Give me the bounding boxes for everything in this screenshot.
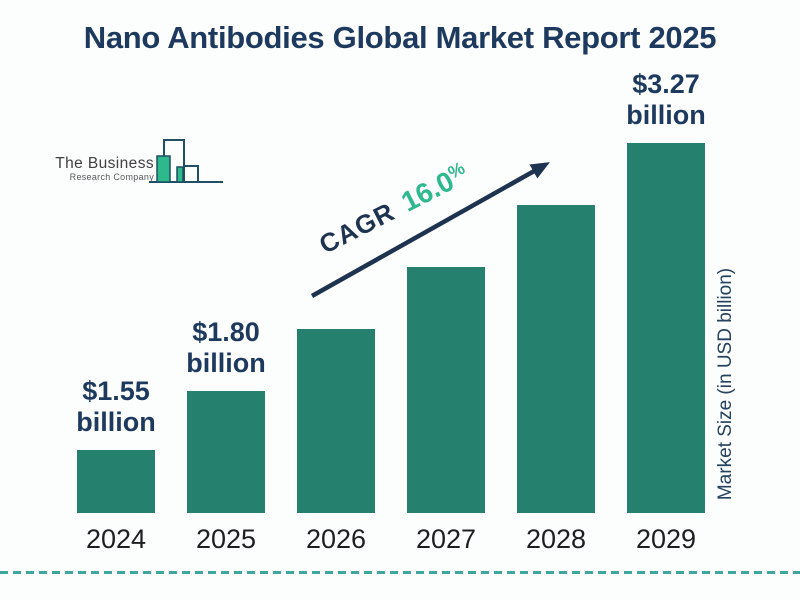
value-amount: $3.27 bbox=[632, 69, 700, 99]
bottom-dashed-line bbox=[0, 571, 800, 574]
year-label-2024: 2024 bbox=[85, 524, 147, 554]
year-label-2028: 2028 bbox=[525, 524, 587, 554]
value-amount: $1.55 bbox=[82, 376, 150, 406]
year-label-2026: 2026 bbox=[305, 524, 367, 554]
year-label-2027: 2027 bbox=[415, 524, 477, 554]
value-label-2024: $1.55 billion bbox=[56, 376, 176, 438]
y-axis-label: Market Size (in USD billion) bbox=[715, 267, 736, 501]
value-unit: billion bbox=[186, 348, 266, 378]
logo-name: The Business bbox=[55, 155, 154, 172]
cagr-annotation: CAGR16.0% bbox=[311, 152, 472, 260]
bar-2029 bbox=[627, 143, 705, 513]
year-label-2025: 2025 bbox=[195, 524, 257, 554]
bar-2026 bbox=[297, 329, 375, 513]
value-label-2029: $3.27 billion bbox=[606, 69, 726, 131]
bar-2028 bbox=[517, 205, 595, 513]
bar-2025 bbox=[187, 391, 265, 513]
value-unit: billion bbox=[626, 100, 706, 130]
company-logo: The Business Research Company bbox=[44, 130, 226, 192]
logo-bar-chart-icon bbox=[149, 139, 223, 183]
value-label-2025: $1.80 billion bbox=[166, 317, 286, 379]
logo-text: The Business Research Company bbox=[44, 155, 154, 183]
bar-2027 bbox=[407, 267, 485, 513]
page-title: Nano Antibodies Global Market Report 202… bbox=[83, 20, 717, 55]
cagr-label: CAGR bbox=[314, 196, 400, 260]
value-amount: $1.80 bbox=[192, 317, 260, 347]
bar-2024 bbox=[77, 450, 155, 513]
year-label-2029: 2029 bbox=[635, 524, 697, 554]
logo-subname: Research Company bbox=[69, 172, 154, 182]
value-unit: billion bbox=[76, 407, 156, 437]
